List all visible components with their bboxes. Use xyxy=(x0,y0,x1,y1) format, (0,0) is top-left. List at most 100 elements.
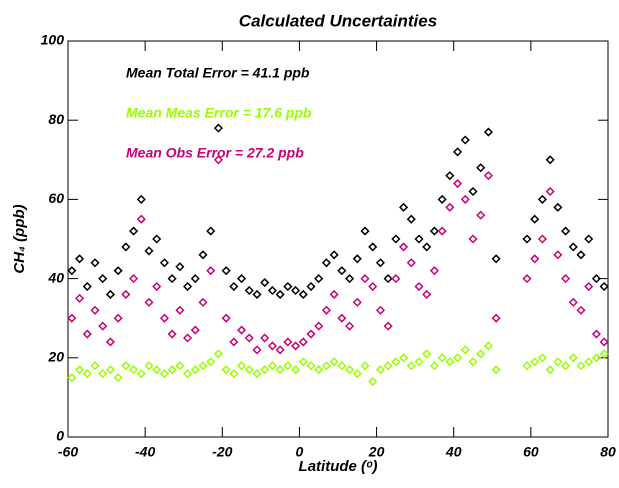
data-point xyxy=(144,246,154,256)
data-point xyxy=(568,297,578,307)
data-point xyxy=(90,361,100,371)
data-point xyxy=(445,171,455,181)
y-tick-label: 40 xyxy=(47,269,64,285)
data-point xyxy=(113,266,123,276)
data-point xyxy=(167,329,177,339)
data-point xyxy=(291,341,301,351)
data-point xyxy=(537,353,547,363)
data-point xyxy=(321,258,331,268)
data-point xyxy=(352,297,362,307)
y-tick-label: 80 xyxy=(48,111,64,127)
data-point xyxy=(345,321,355,331)
y-tick-label: 60 xyxy=(48,190,64,206)
data-point xyxy=(260,365,270,375)
data-point xyxy=(314,321,324,331)
data-point xyxy=(267,341,277,351)
y-tick-label: 100 xyxy=(41,32,65,48)
data-point xyxy=(67,266,77,276)
data-point xyxy=(283,361,293,371)
legend-entry: Mean Total Error = 41.1 ppb xyxy=(126,65,310,81)
data-point xyxy=(283,281,293,292)
data-point xyxy=(175,305,185,315)
data-point xyxy=(136,369,146,379)
data-point xyxy=(213,155,223,165)
data-point xyxy=(121,361,131,371)
data-point xyxy=(437,194,447,204)
data-point xyxy=(422,289,432,300)
data-point xyxy=(329,357,339,367)
data-point xyxy=(136,194,146,204)
data-point xyxy=(98,369,108,379)
data-point xyxy=(113,313,123,323)
plot-frame xyxy=(67,40,609,438)
data-point xyxy=(152,234,162,244)
data-point xyxy=(530,214,540,224)
x-tick-label: 60 xyxy=(523,444,539,460)
data-point xyxy=(144,361,154,371)
data-point xyxy=(445,202,455,212)
data-point xyxy=(244,333,254,343)
data-point xyxy=(306,361,316,371)
data-point xyxy=(584,281,594,292)
data-point xyxy=(545,155,555,165)
data-point xyxy=(67,313,77,323)
chart-title: Calculated Uncertainties xyxy=(239,11,437,30)
data-point xyxy=(175,361,185,371)
data-point xyxy=(337,361,347,371)
data-point xyxy=(98,321,108,331)
data-point xyxy=(422,242,432,252)
data-point xyxy=(453,178,463,189)
data-point xyxy=(159,258,169,268)
data-point xyxy=(352,369,362,379)
data-point xyxy=(113,373,123,383)
data-point xyxy=(391,234,401,244)
data-point xyxy=(229,337,239,347)
data-point xyxy=(167,274,177,284)
data-point xyxy=(599,337,609,347)
data-point xyxy=(90,258,100,268)
data-point xyxy=(561,226,571,236)
data-point xyxy=(391,274,401,284)
data-point xyxy=(190,274,200,284)
data-point xyxy=(460,345,470,355)
x-tick-label: -60 xyxy=(58,444,78,460)
data-point xyxy=(568,353,578,363)
data-point xyxy=(252,345,262,355)
data-point xyxy=(221,313,231,323)
data-point xyxy=(553,357,563,367)
data-point xyxy=(476,163,486,173)
data-point xyxy=(67,373,77,383)
data-point xyxy=(460,194,470,204)
data-point xyxy=(453,353,463,363)
data-point xyxy=(306,329,316,339)
data-point xyxy=(267,285,277,296)
y-tick-label: 20 xyxy=(47,349,64,365)
data-point xyxy=(175,262,185,272)
data-point xyxy=(576,305,586,315)
data-point xyxy=(522,361,532,371)
data-point xyxy=(190,325,200,335)
data-point xyxy=(291,365,301,375)
data-point xyxy=(345,274,355,284)
data-point xyxy=(368,281,378,292)
data-point xyxy=(82,329,92,339)
data-point xyxy=(399,242,409,252)
data-point xyxy=(375,365,385,375)
data-point xyxy=(298,337,308,347)
data-point xyxy=(437,353,447,363)
data-point xyxy=(491,254,501,264)
data-point xyxy=(144,297,154,307)
data-point xyxy=(568,242,578,252)
data-point xyxy=(399,353,409,363)
data-point xyxy=(229,281,239,292)
data-point xyxy=(121,289,131,300)
data-point xyxy=(198,297,208,307)
data-point xyxy=(329,289,339,300)
data-point xyxy=(98,274,108,284)
data-point xyxy=(391,357,401,367)
data-point xyxy=(553,250,563,260)
data-point xyxy=(129,365,139,375)
data-point xyxy=(368,376,378,387)
data-point xyxy=(337,313,347,323)
data-point xyxy=(237,361,247,371)
